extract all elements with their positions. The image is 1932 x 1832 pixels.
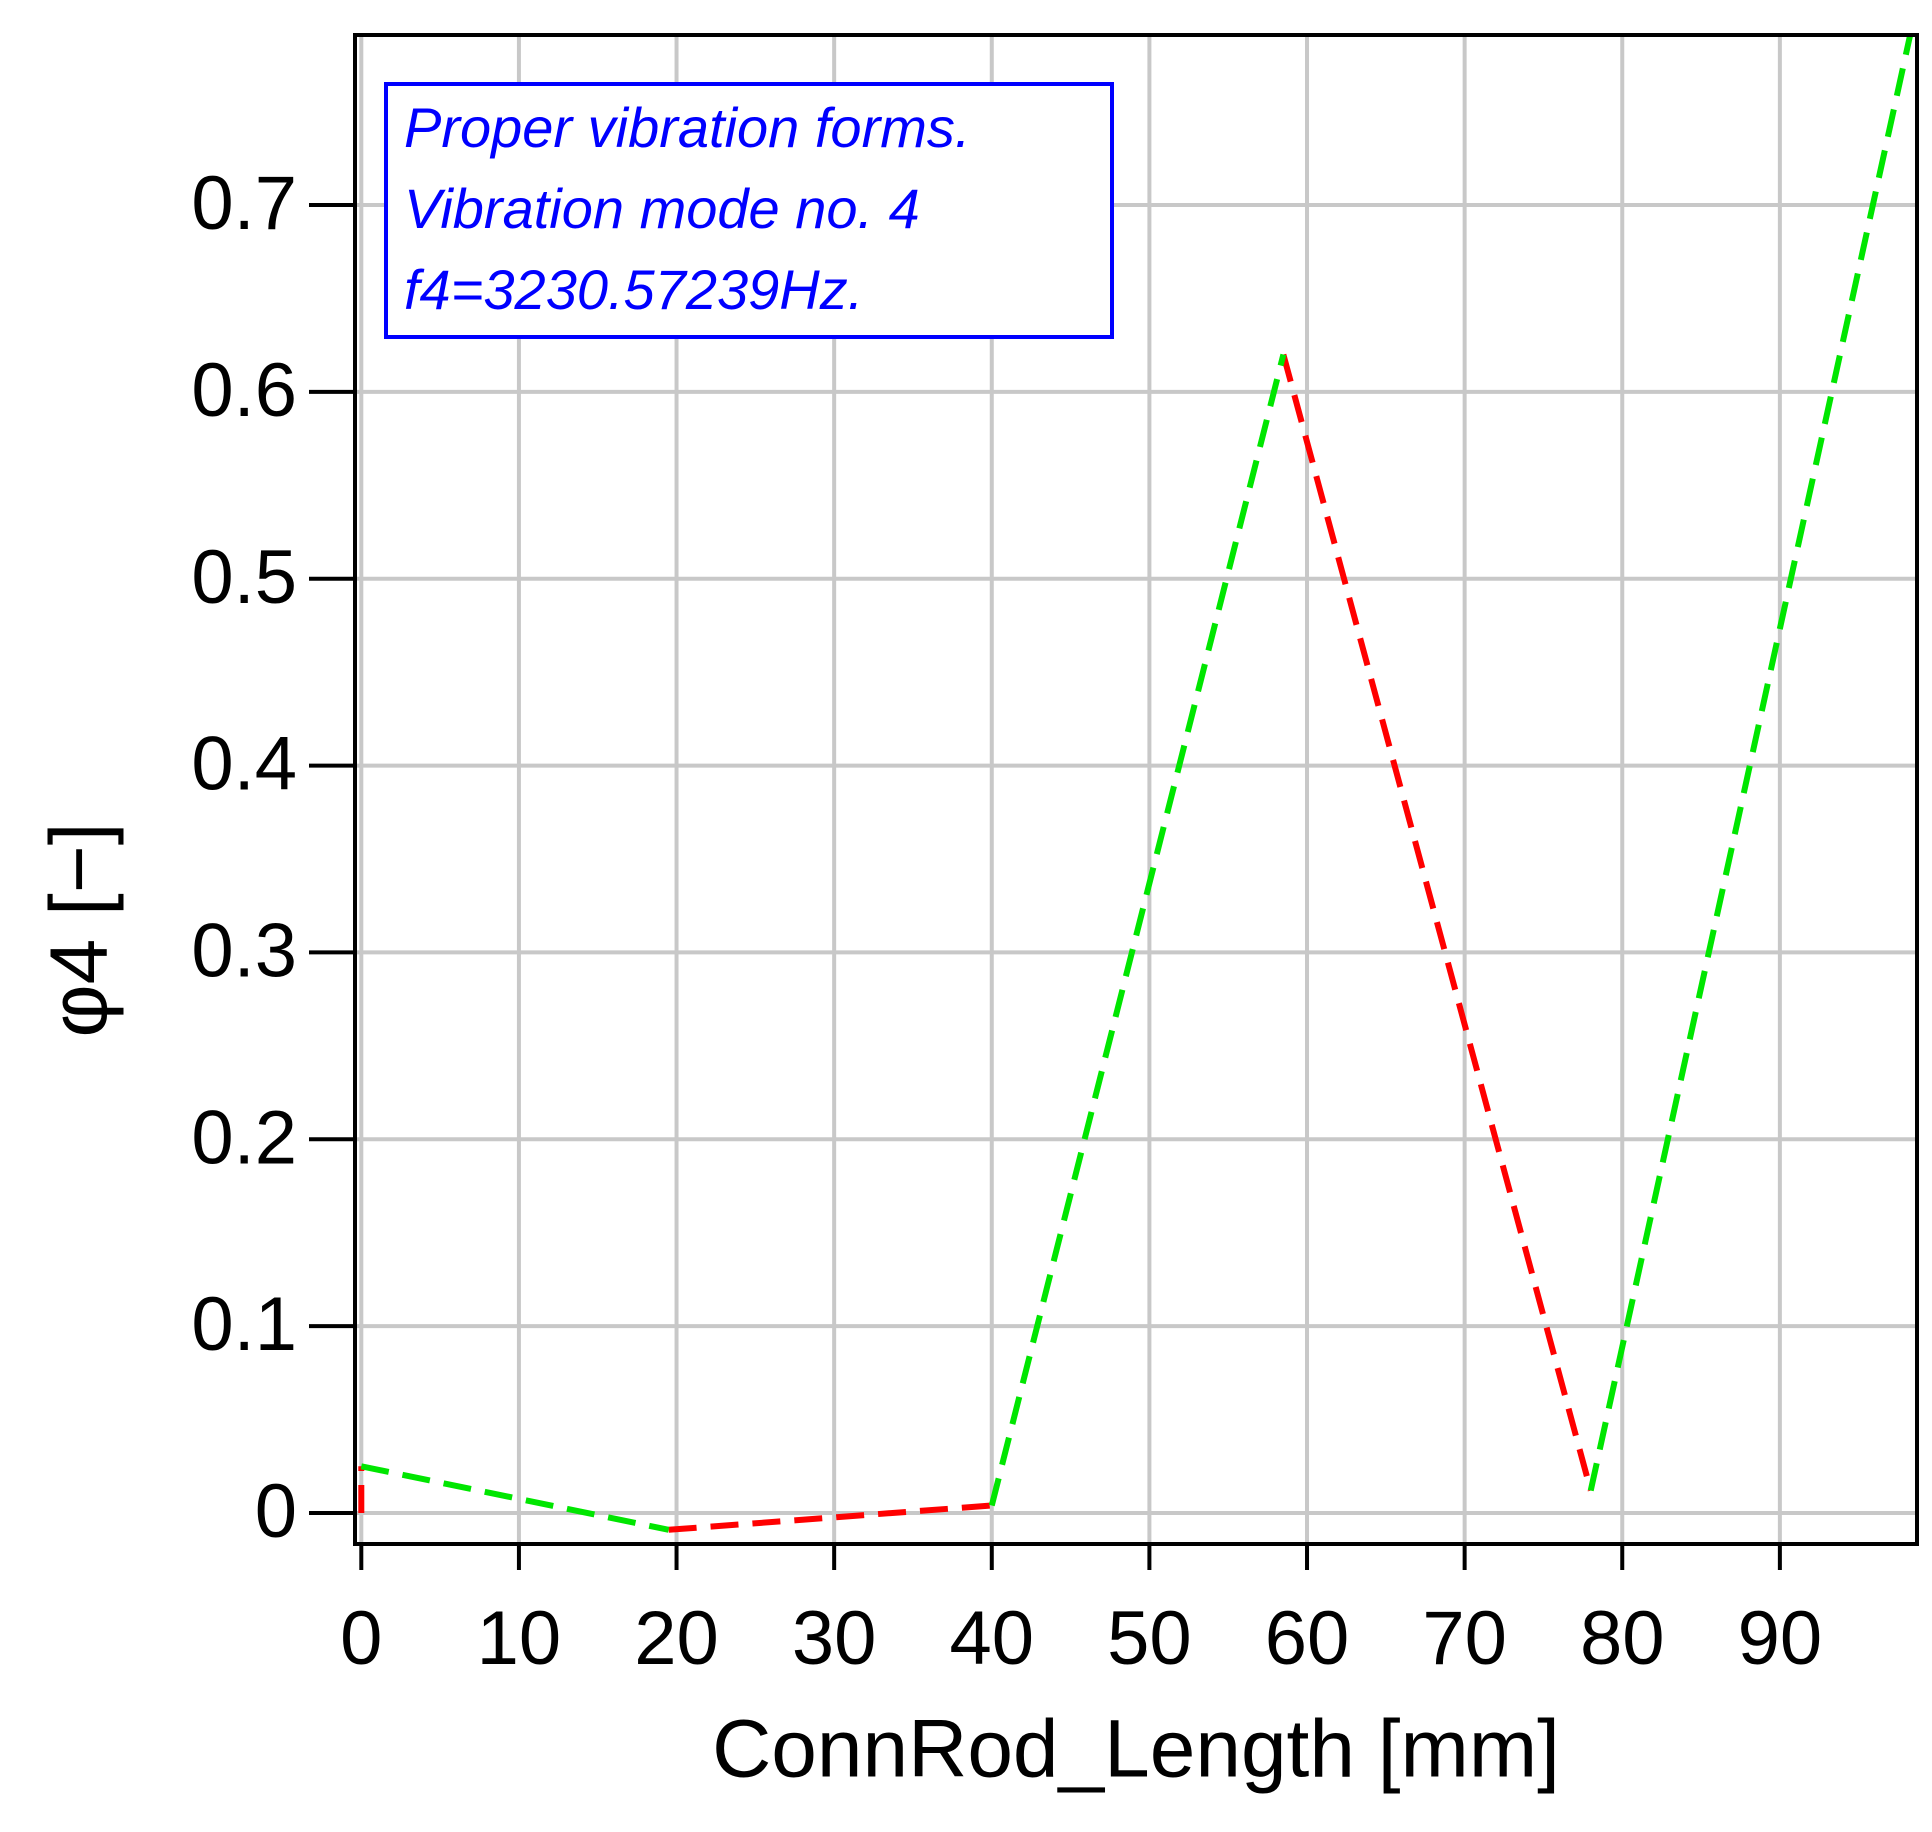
annotation-box — [384, 82, 1114, 339]
annotation-line: f4=3230.57239Hz. — [404, 258, 863, 321]
x-axis-label: ConnRod_Length [mm] — [712, 1704, 1560, 1795]
plot-frame — [353, 33, 1919, 1546]
series-line — [358, 353, 1594, 1533]
x-tick-label: 0 — [340, 1596, 382, 1681]
y-tick-label: 0.4 — [191, 722, 297, 807]
y-tick-label: 0.2 — [191, 1095, 297, 1180]
x-tick-label: 50 — [1107, 1596, 1192, 1681]
series-line — [360, 35, 1914, 1533]
annotation: Proper vibration forms. Vibration mode n… — [384, 82, 1114, 339]
x-tick-label: 20 — [634, 1596, 719, 1681]
x-tick-label: 80 — [1580, 1596, 1665, 1681]
y-tick-label: 0.6 — [191, 348, 297, 433]
x-tick-label: 60 — [1265, 1596, 1350, 1681]
x-tick-label: 40 — [950, 1596, 1035, 1681]
y-tick-label: 0.5 — [191, 535, 297, 620]
plot-lines — [358, 35, 1914, 1533]
x-tick-label: 30 — [792, 1596, 877, 1681]
annotation-line: Proper vibration forms. — [404, 96, 970, 159]
x-tick-label: 90 — [1738, 1596, 1823, 1681]
annotation-line: Vibration mode no. 4 — [404, 177, 920, 240]
grid — [355, 35, 1917, 1544]
y-tick-label: 0.1 — [191, 1282, 297, 1367]
y-tick-label: 0 — [255, 1469, 297, 1554]
x-tick-label: 70 — [1422, 1596, 1507, 1681]
y-tick-label: 0.7 — [191, 161, 297, 246]
y-tick-label: 0.3 — [191, 909, 297, 994]
y-axis-label: φ4 [−] — [34, 822, 125, 1037]
x-tick-label: 10 — [477, 1596, 562, 1681]
